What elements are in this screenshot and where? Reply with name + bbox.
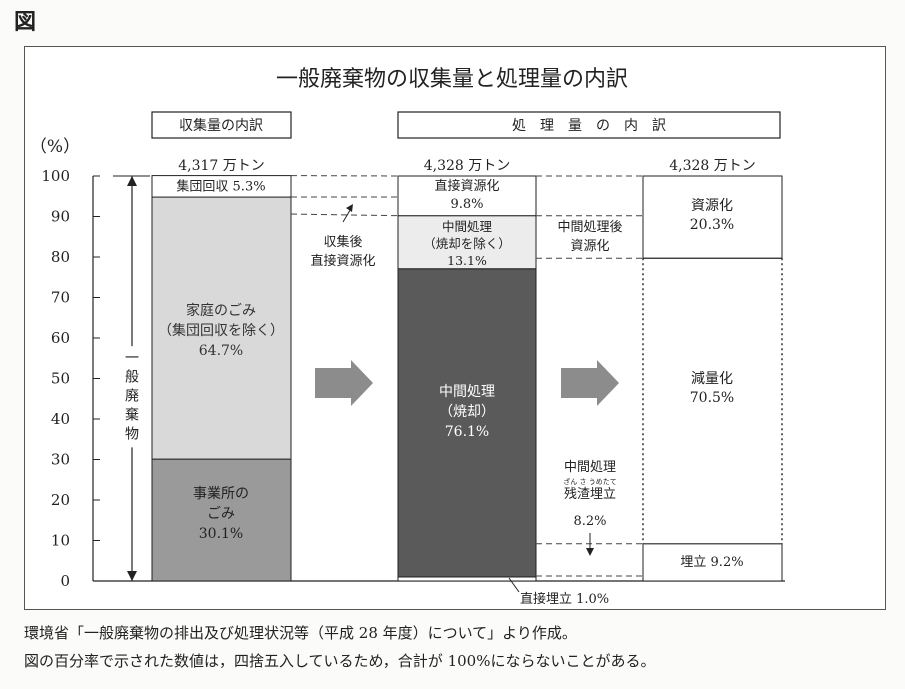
label-office-waste-line-2: 30.1% (199, 526, 243, 542)
annotation-after-intermediate-line-1: 資源化 (570, 239, 609, 254)
y-tick-label: 0 (60, 572, 70, 590)
bar-segment-1-2 (397, 215, 537, 270)
label-resource-line-1: 20.3% (690, 217, 734, 233)
annotation-after-collection-line-1: 直接資源化 (310, 253, 375, 269)
y-tick-label: 30 (51, 451, 70, 469)
label-office-waste-line-0: 事業所の (193, 486, 249, 502)
column-total-1: 4,328 万トン (424, 158, 511, 174)
y-tick-label: 80 (51, 248, 70, 266)
treatment-header-box (397, 111, 781, 139)
residue-arrow-head (586, 548, 594, 556)
connector-dashed (290, 213, 399, 217)
label-resource-line-0: 資源化 (691, 198, 733, 214)
y-tick-label: 60 (51, 329, 70, 347)
bracket-label-char: 一 (125, 350, 139, 366)
bar-segment-1-3 (397, 175, 537, 217)
y-tick-label: 70 (51, 289, 70, 307)
collection-header: 収集量の内訳 (179, 117, 263, 134)
bracket-label-char: 廃 (125, 387, 139, 404)
bar-segment-0-2 (151, 175, 292, 198)
y-tick-label: 20 (51, 491, 70, 509)
collection-header-box (151, 111, 292, 139)
annotation-residue-furigana: ざん さ うめたて (563, 477, 616, 486)
label-direct-resource-line-1: 9.8% (450, 197, 483, 212)
annotation-after-intermediate-line-0: 中間処理後 (557, 220, 622, 235)
bracket-label-char: 般 (125, 369, 139, 385)
annotation-residue-value: 8.2% (573, 514, 606, 529)
label-intermediate-other-line-1: （焼却を除く） (423, 236, 511, 251)
label-office-waste-line-1: ごみ (207, 506, 235, 522)
label-reduction-line-1: 70.5% (690, 390, 734, 406)
flow-arrow-2 (561, 360, 619, 406)
bar-segment-2-0 (642, 543, 783, 582)
label-group-collection: 集団回収 5.3% (176, 179, 265, 195)
flow-arrow-1 (315, 360, 373, 406)
label-household-waste-line-0: 家庭のごみ (186, 302, 256, 319)
label-household-waste-line-1: （集団回収を除く） (158, 322, 284, 339)
label-intermediate-other-line-2: 13.1% (447, 253, 487, 268)
y-tick-label: 90 (51, 208, 70, 226)
annotation-direct-landfill: 直接埋立 1.0% (520, 591, 609, 607)
bar-segment-0-1 (151, 196, 292, 460)
y-tick-label: 100 (41, 167, 70, 185)
figure-label: 図 (14, 10, 37, 35)
bar-segment-2-2 (642, 175, 783, 259)
label-intermediate-incineration-line-1: （焼却） (439, 404, 495, 420)
label-reduction-line-0: 減量化 (691, 370, 733, 387)
label-direct-resource-line-0: 直接資源化 (434, 178, 499, 194)
source-note: 環境省「一般廃棄物の排出及び処理状況等（平成 28 年度）について」より作成。 (24, 624, 577, 642)
y-axis-label: （%） (30, 137, 80, 157)
annotation-after-collection-line-0: 収集後 (323, 234, 362, 250)
bar-segment-1-1 (397, 268, 537, 578)
label-landfill: 埋立 9.2% (680, 555, 743, 570)
annotation-residue-line2: 残渣埋立 (564, 487, 616, 502)
column-total-0: 4,317 万トン (178, 158, 265, 174)
column-total-2: 4,328 万トン (669, 158, 756, 174)
bar-segment-2-1 (643, 258, 782, 544)
direct-landfill-pointer (508, 577, 520, 593)
chart-title: 一般廃棄物の収集量と処理量の内訳 (276, 67, 628, 92)
y-tick-label: 10 (51, 532, 70, 550)
bracket-label-char: 物 (125, 426, 139, 442)
treatment-header: 処 理 量 の 内 訳 (512, 118, 666, 134)
annotation-pointer-head (346, 204, 353, 212)
y-tick-label: 50 (51, 370, 70, 388)
bar-segment-0-0 (151, 458, 292, 582)
label-intermediate-incineration-line-2: 76.1% (445, 424, 489, 440)
bracket-arrow-bottom (127, 571, 137, 581)
label-intermediate-incineration-line-0: 中間処理 (439, 384, 495, 400)
label-household-waste-line-2: 64.7% (199, 343, 243, 359)
y-tick-label: 40 (51, 410, 70, 428)
bracket-arrow-top (127, 176, 137, 186)
annotation-residue-line1: 中間処理 (564, 460, 616, 475)
bar-segment-1-0 (397, 576, 537, 582)
label-intermediate-other-line-0: 中間処理 (442, 219, 493, 234)
rounding-note: 図の百分率で示された数値は，四捨五入しているため，合計が 100%にならないこと… (24, 652, 656, 670)
bracket-label-char: 棄 (125, 407, 139, 423)
